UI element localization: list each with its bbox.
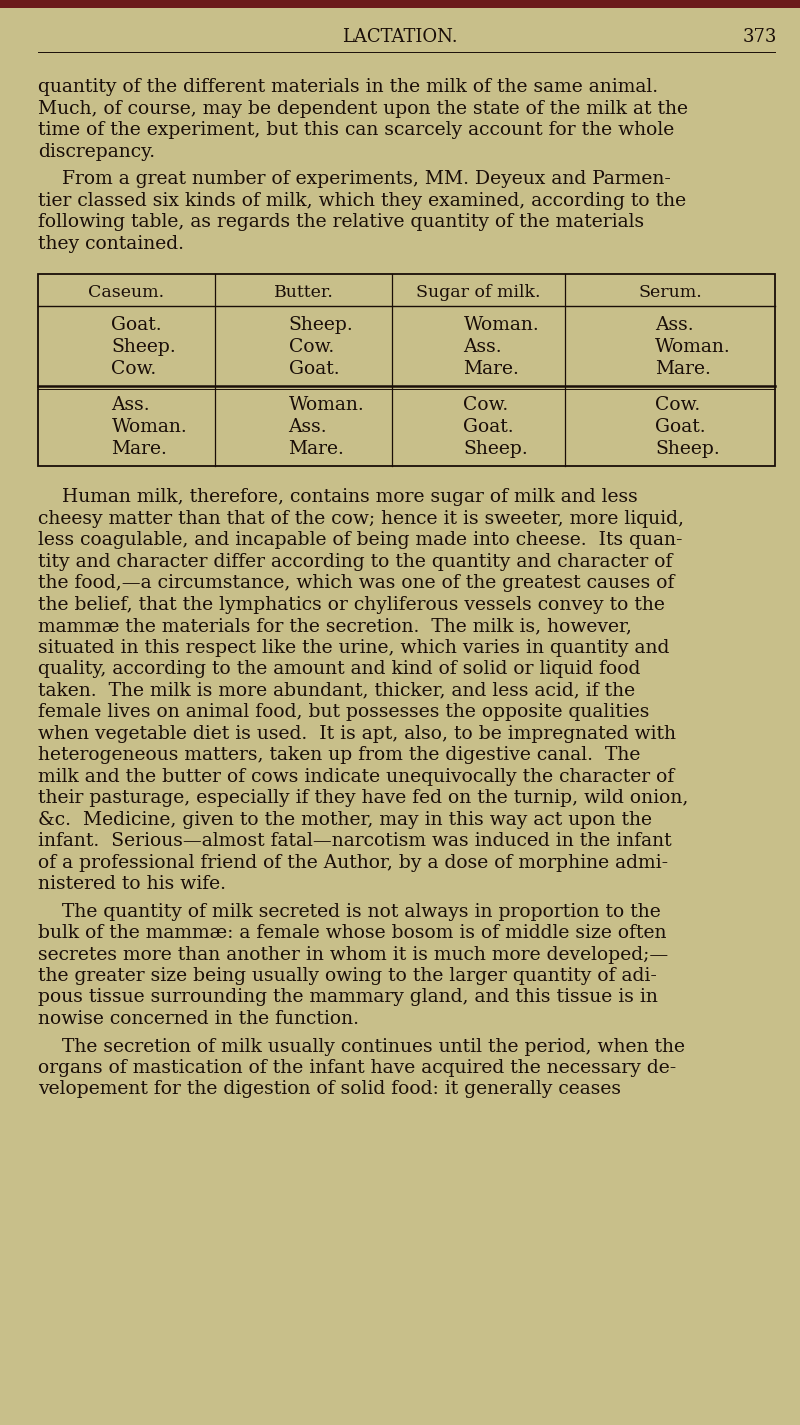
Bar xyxy=(38,274,775,466)
Text: Serum.: Serum. xyxy=(638,284,702,301)
Text: less coagulable, and incapable of being made into cheese.  Its quan-: less coagulable, and incapable of being … xyxy=(38,532,682,549)
Text: when vegetable diet is used.  It is apt, also, to be impregnated with: when vegetable diet is used. It is apt, … xyxy=(38,724,676,742)
Text: cheesy matter than that of the cow; hence it is sweeter, more liquid,: cheesy matter than that of the cow; henc… xyxy=(38,510,684,527)
Text: infant.  Serious—almost fatal—narcotism was induced in the infant: infant. Serious—almost fatal—narcotism w… xyxy=(38,832,672,849)
Text: nistered to his wife.: nistered to his wife. xyxy=(38,875,226,893)
Text: Human milk, therefore, contains more sugar of milk and less: Human milk, therefore, contains more sug… xyxy=(38,487,638,506)
Text: Sheep.: Sheep. xyxy=(463,440,528,457)
Text: tity and character differ according to the quantity and character of: tity and character differ according to t… xyxy=(38,553,672,570)
Text: Goat.: Goat. xyxy=(289,361,339,378)
Text: their pasturage, especially if they have fed on the turnip, wild onion,: their pasturage, especially if they have… xyxy=(38,789,688,807)
Text: mammæ the materials for the secretion.  The milk is, however,: mammæ the materials for the secretion. T… xyxy=(38,617,632,636)
Text: Cow.: Cow. xyxy=(463,396,509,415)
Text: Mare.: Mare. xyxy=(289,440,344,457)
Text: Ass.: Ass. xyxy=(463,338,502,356)
Text: of a professional friend of the Author, by a dose of morphine admi-: of a professional friend of the Author, … xyxy=(38,854,668,872)
Text: milk and the butter of cows indicate unequivocally the character of: milk and the butter of cows indicate une… xyxy=(38,768,674,785)
Text: Sugar of milk.: Sugar of milk. xyxy=(416,284,541,301)
Text: the food,—a circumstance, which was one of the greatest causes of: the food,—a circumstance, which was one … xyxy=(38,574,674,591)
Text: Woman.: Woman. xyxy=(655,338,730,356)
Text: discrepancy.: discrepancy. xyxy=(38,142,155,161)
Text: 373: 373 xyxy=(743,28,777,46)
Text: From a great number of experiments, MM. Deyeux and Parmen-: From a great number of experiments, MM. … xyxy=(38,170,671,188)
Text: Mare.: Mare. xyxy=(463,361,519,378)
Text: pous tissue surrounding the mammary gland, and this tissue is in: pous tissue surrounding the mammary glan… xyxy=(38,989,658,1006)
Text: &c.  Medicine, given to the mother, may in this way act upon the: &c. Medicine, given to the mother, may i… xyxy=(38,811,652,828)
Text: organs of mastication of the infant have acquired the necessary de-: organs of mastication of the infant have… xyxy=(38,1059,676,1077)
Text: Ass.: Ass. xyxy=(111,396,150,415)
Text: situated in this respect like the urine, which varies in quantity and: situated in this respect like the urine,… xyxy=(38,638,670,657)
Text: taken.  The milk is more abundant, thicker, and less acid, if the: taken. The milk is more abundant, thicke… xyxy=(38,681,635,700)
Text: they contained.: they contained. xyxy=(38,235,184,252)
Text: Caseum.: Caseum. xyxy=(89,284,165,301)
Text: LACTATION.: LACTATION. xyxy=(342,28,458,46)
Text: Goat.: Goat. xyxy=(111,316,162,333)
Text: Cow.: Cow. xyxy=(289,338,334,356)
Text: bulk of the mammæ: a female whose bosom is of middle size often: bulk of the mammæ: a female whose bosom … xyxy=(38,923,666,942)
Text: nowise concerned in the function.: nowise concerned in the function. xyxy=(38,1010,359,1027)
Text: Sheep.: Sheep. xyxy=(655,440,720,457)
Text: the belief, that the lymphatics or chyliferous vessels convey to the: the belief, that the lymphatics or chyli… xyxy=(38,596,665,614)
Text: Woman.: Woman. xyxy=(463,316,539,333)
Text: following table, as regards the relative quantity of the materials: following table, as regards the relative… xyxy=(38,212,644,231)
Text: Woman.: Woman. xyxy=(289,396,364,415)
Text: The quantity of milk secreted is not always in proportion to the: The quantity of milk secreted is not alw… xyxy=(38,902,661,921)
Text: quantity of the different materials in the milk of the same animal.: quantity of the different materials in t… xyxy=(38,78,658,95)
Text: Sheep.: Sheep. xyxy=(111,338,176,356)
Text: Cow.: Cow. xyxy=(655,396,700,415)
Text: Mare.: Mare. xyxy=(111,440,167,457)
Text: Much, of course, may be dependent upon the state of the milk at the: Much, of course, may be dependent upon t… xyxy=(38,100,688,117)
Text: Goat.: Goat. xyxy=(655,418,706,436)
Text: secretes more than another in whom it is much more developed;—: secretes more than another in whom it is… xyxy=(38,946,668,963)
Text: tier classed six kinds of milk, which they examined, according to the: tier classed six kinds of milk, which th… xyxy=(38,191,686,209)
Text: Butter.: Butter. xyxy=(274,284,334,301)
Text: the greater size being usually owing to the larger quantity of adi-: the greater size being usually owing to … xyxy=(38,968,657,985)
Text: Mare.: Mare. xyxy=(655,361,711,378)
Text: quality, according to the amount and kind of solid or liquid food: quality, according to the amount and kin… xyxy=(38,660,640,678)
Text: Ass.: Ass. xyxy=(655,316,694,333)
Text: time of the experiment, but this can scarcely account for the whole: time of the experiment, but this can sca… xyxy=(38,121,674,140)
Bar xyxy=(0,0,800,9)
Text: Cow.: Cow. xyxy=(111,361,157,378)
Text: female lives on animal food, but possesses the opposite qualities: female lives on animal food, but possess… xyxy=(38,703,650,721)
Text: Goat.: Goat. xyxy=(463,418,514,436)
Text: Woman.: Woman. xyxy=(111,418,187,436)
Text: Ass.: Ass. xyxy=(289,418,327,436)
Text: The secretion of milk usually continues until the period, when the: The secretion of milk usually continues … xyxy=(38,1037,685,1056)
Text: heterogeneous matters, taken up from the digestive canal.  The: heterogeneous matters, taken up from the… xyxy=(38,747,640,764)
Text: Sheep.: Sheep. xyxy=(289,316,354,333)
Text: velopement for the digestion of solid food: it generally ceases: velopement for the digestion of solid fo… xyxy=(38,1080,621,1099)
